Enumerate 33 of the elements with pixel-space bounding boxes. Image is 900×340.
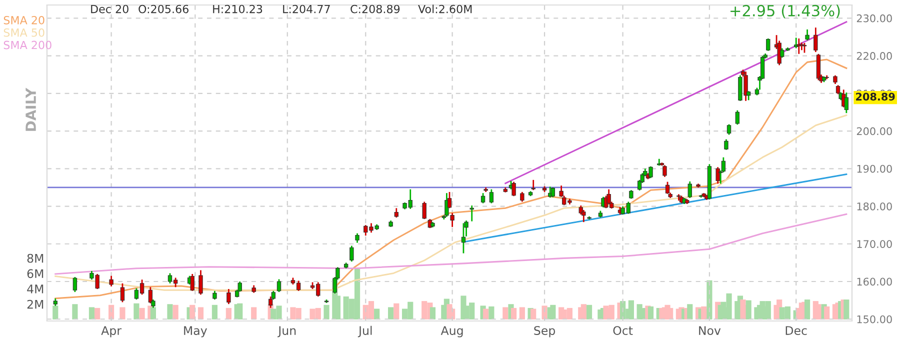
- annotation: Vol:2.60M: [418, 4, 472, 14]
- y-tick-label: 200.00: [856, 127, 892, 136]
- y-tick-label: 170.00: [857, 240, 892, 248]
- y2-tick-label: 8M: [27, 254, 44, 263]
- annotation: L:204.77: [283, 4, 330, 14]
- text: SMA 20: [4, 16, 44, 24]
- y2-tick-label: 6M: [27, 269, 44, 278]
- x-tick-label: Nov: [699, 326, 721, 335]
- y-tick-label: 190.00: [857, 164, 892, 173]
- text: SMA 50: [4, 28, 44, 37]
- annotation: H:210.23: [213, 4, 262, 14]
- y-tick-label: 160.00: [857, 278, 892, 286]
- y-tick-label: 230.00: [856, 14, 892, 22]
- y-tick-label: 220.00: [856, 52, 892, 60]
- annotation: C:208.89: [350, 4, 400, 14]
- x-tick-label: Jul: [358, 326, 372, 338]
- x-tick-label: Oct: [613, 326, 633, 335]
- text: DAILY: [26, 88, 36, 131]
- x-tick-label: Aug: [440, 326, 463, 338]
- annotation: Dec 20: [91, 4, 128, 14]
- y2-tick-label: 4M: [27, 284, 44, 294]
- y-tick-label: 180.00: [857, 202, 892, 210]
- text: SMA 200: [4, 40, 52, 50]
- y2-tick-label: 2M: [27, 300, 44, 309]
- x-tick-label: Sep: [534, 326, 556, 338]
- x-tick-label: May: [184, 326, 207, 338]
- annotation: +2.95 (1.43%): [730, 4, 840, 18]
- y-tick-label: 150.00: [857, 315, 892, 324]
- annotation: O:205.66: [138, 4, 188, 14]
- x-tick-label: Apr: [101, 326, 122, 338]
- x-tick-label: Dec: [786, 326, 807, 335]
- annotation: 208.89: [856, 92, 895, 101]
- x-tick-label: Jun: [278, 326, 296, 338]
